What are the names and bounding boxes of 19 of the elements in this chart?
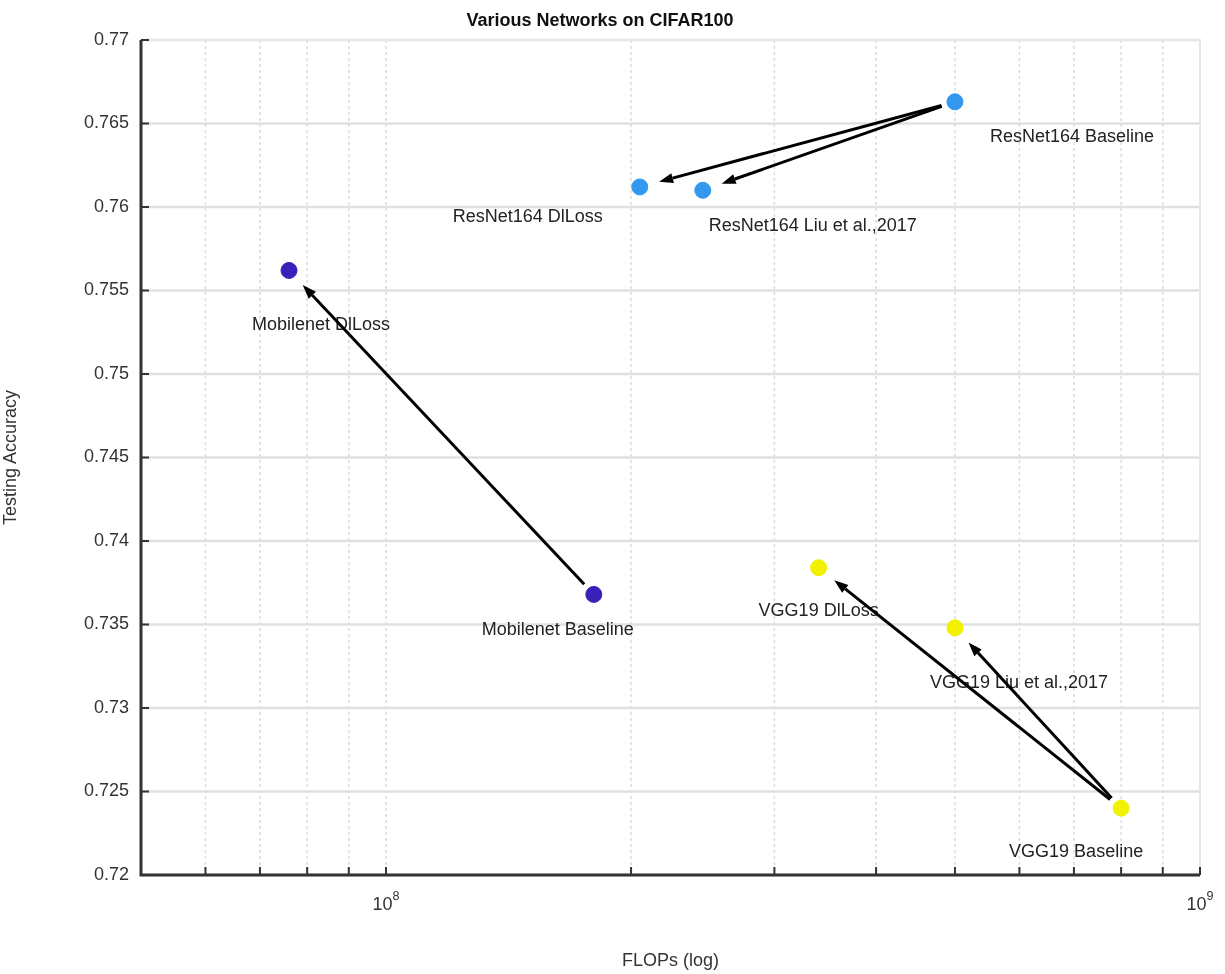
y-tick-label: 0.73 — [93, 696, 129, 717]
y-tick-label: 0.725 — [83, 780, 129, 801]
y-tick-label: 0.755 — [83, 279, 129, 300]
y-tick-label: 0.74 — [93, 529, 129, 550]
annotation: ResNet164 Baseline — [989, 125, 1155, 146]
annotation: VGG19 Baseline — [1009, 841, 1144, 862]
annotation: ResNet164 DlLoss — [452, 205, 603, 226]
chart-title: Various Networks on CIFAR100 — [466, 9, 734, 30]
y-tick-label: 0.77 — [93, 28, 129, 49]
annotation: ResNet164 Liu et al.,2017 — [708, 215, 917, 236]
y-tick-label: 0.735 — [83, 613, 129, 634]
y-tick-label: 0.765 — [83, 112, 129, 133]
y-tick-label: 0.75 — [93, 362, 129, 383]
y-tick-label: 0.72 — [93, 863, 129, 884]
y-tick-label: 0.745 — [83, 446, 129, 467]
y-tick-label: 0.76 — [93, 195, 129, 216]
annotation: Mobilenet Baseline — [481, 619, 634, 640]
x-axis-title: FLOPs (log) — [621, 950, 720, 971]
y-axis-title: Testing Accuracy — [0, 389, 20, 526]
